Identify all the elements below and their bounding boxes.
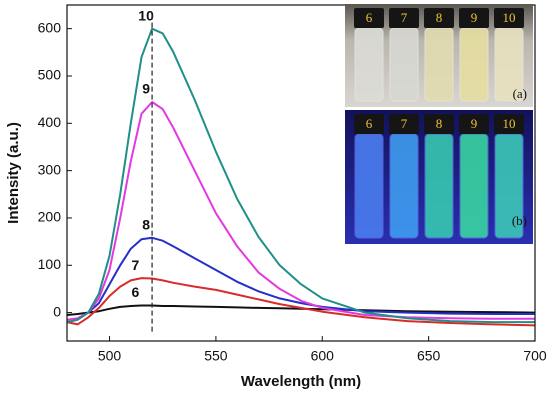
x-tick-label: 700: [523, 348, 547, 364]
vial-body: [389, 133, 419, 239]
vial-label: 7: [401, 116, 408, 131]
vial-cap: [389, 114, 419, 134]
spectrum-line: [66, 236, 535, 324]
curve-label: 9: [142, 81, 150, 97]
vial-label: 10: [503, 10, 516, 25]
curve-label: 8: [142, 217, 150, 233]
vial-label: 6: [366, 116, 373, 131]
y-tick-label: 500: [38, 67, 62, 83]
vial-body: [424, 27, 454, 102]
y-axis-title: Intensity (a.u.): [5, 122, 22, 224]
y-tick-label: 400: [38, 114, 62, 130]
y-tick-label: 600: [38, 19, 62, 35]
x-tick-label: 550: [204, 348, 228, 364]
plot-frame: [66, 4, 536, 342]
x-tick-label: 500: [98, 348, 122, 364]
spectrum-line: [66, 277, 536, 327]
x-axis-title: Wavelength (nm): [241, 373, 361, 390]
vial-label: 9: [471, 116, 478, 131]
vial-body: [354, 27, 384, 102]
vial-cap: [389, 8, 419, 28]
vial-label: 9: [471, 10, 478, 25]
inset-label: (a): [513, 86, 527, 101]
spectrum-line: [66, 304, 536, 316]
vial-label: 10: [503, 116, 516, 131]
y-tick-label: 0: [53, 303, 61, 319]
x-tick-label: 600: [311, 348, 335, 364]
vial-label: 8: [436, 116, 443, 131]
y-tick-label: 200: [38, 209, 62, 225]
vial-body: [459, 133, 489, 239]
vial-label: 7: [401, 10, 408, 25]
x-tick-label: 650: [417, 348, 441, 364]
vial-cap: [459, 114, 489, 134]
vial-body: [459, 27, 489, 102]
vial-body: [389, 27, 419, 102]
curve-label: 6: [132, 284, 140, 300]
vial-cap: [354, 8, 384, 28]
vial-cap: [494, 8, 524, 28]
spectrum-line: [66, 101, 535, 321]
vial-body: [424, 133, 454, 239]
vial-label: 6: [366, 10, 373, 25]
curve-label: 10: [138, 7, 154, 23]
spectrum-line: [66, 27, 535, 324]
y-tick-label: 100: [38, 256, 62, 272]
vial-label: 8: [436, 10, 443, 25]
vial-cap: [494, 114, 524, 134]
vial-cap: [424, 8, 454, 28]
curve-label: 7: [132, 257, 140, 273]
y-tick-label: 300: [38, 161, 62, 177]
vial-cap: [354, 114, 384, 134]
vial-cap: [459, 8, 489, 28]
vial-cap: [424, 114, 454, 134]
inset-label: (b): [512, 213, 527, 228]
vial-body: [354, 133, 384, 239]
